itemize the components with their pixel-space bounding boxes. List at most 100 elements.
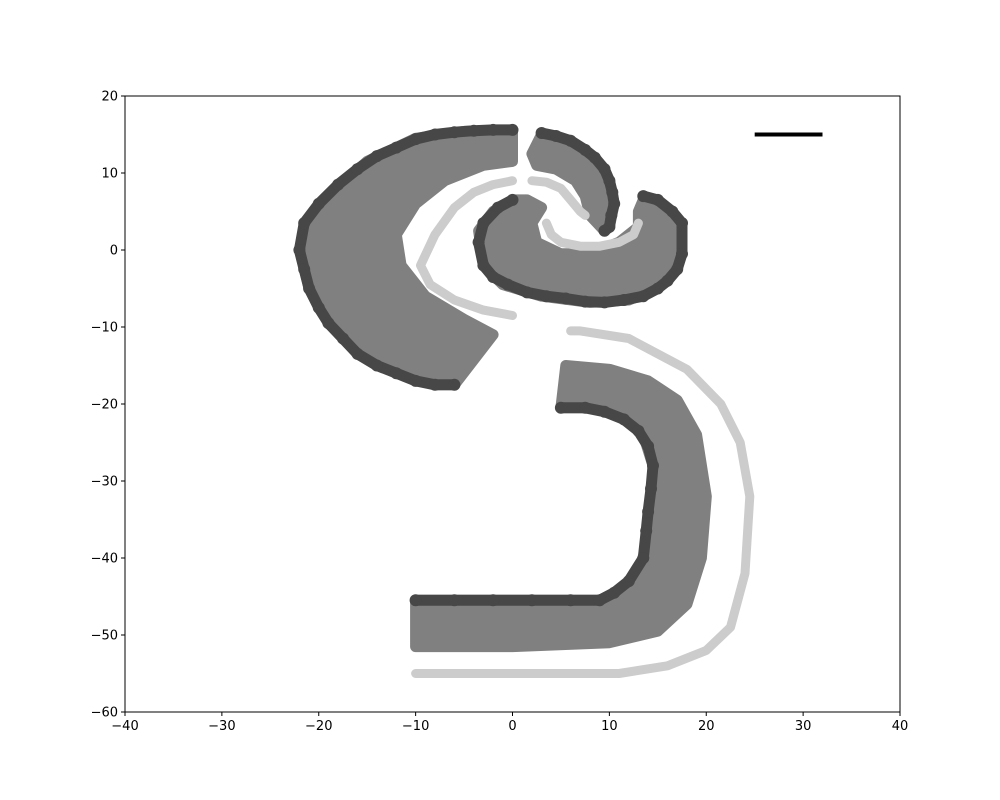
data-point bbox=[593, 594, 606, 607]
data-point bbox=[506, 193, 519, 206]
data-point bbox=[540, 290, 553, 303]
track-upper-left-arc-light-inner-track bbox=[416, 176, 517, 320]
data-point bbox=[622, 575, 635, 588]
data-point bbox=[409, 374, 422, 387]
data-point bbox=[293, 244, 306, 256]
data-point bbox=[390, 141, 403, 154]
data-point bbox=[467, 124, 480, 137]
data-point bbox=[298, 263, 311, 276]
x-tick-label: 10 bbox=[601, 719, 618, 734]
data-point bbox=[506, 123, 519, 136]
data-point bbox=[298, 217, 311, 230]
data-point bbox=[608, 197, 621, 210]
data-point bbox=[492, 201, 504, 214]
data-point bbox=[632, 424, 645, 437]
plot-area bbox=[293, 123, 823, 678]
data-point bbox=[671, 263, 684, 276]
data-point bbox=[637, 552, 650, 564]
data-point bbox=[370, 150, 383, 163]
y-tick-label: 20 bbox=[101, 90, 118, 105]
data-point bbox=[661, 274, 674, 287]
data-point bbox=[477, 259, 490, 272]
y-tick-label: −60 bbox=[91, 706, 118, 721]
data-point bbox=[448, 126, 461, 139]
data-point bbox=[554, 401, 567, 414]
y-tick-label: −20 bbox=[91, 398, 118, 413]
data-point bbox=[501, 278, 514, 291]
data-point bbox=[312, 301, 325, 314]
data-point bbox=[409, 594, 422, 607]
data-point bbox=[608, 586, 621, 599]
data-point bbox=[448, 378, 461, 391]
y-tick-label: −10 bbox=[91, 321, 118, 336]
y-tick-label: −50 bbox=[91, 629, 118, 644]
data-point bbox=[598, 163, 611, 176]
data-point bbox=[647, 459, 659, 472]
data-point bbox=[448, 594, 461, 607]
data-point bbox=[535, 127, 548, 139]
y-tick-label: 10 bbox=[101, 167, 118, 182]
data-point bbox=[651, 282, 664, 295]
x-axis: −40 −30 −20 −10 0 10 20 30 40 bbox=[111, 712, 908, 734]
data-point bbox=[487, 123, 500, 136]
x-tick-label: −40 bbox=[111, 719, 138, 734]
y-axis: 20 10 0 −10 −20 −30 −40 −50 −60 bbox=[91, 90, 125, 721]
data-point bbox=[525, 594, 538, 607]
data-point bbox=[617, 413, 630, 426]
data-point bbox=[521, 286, 533, 299]
x-tick-label: −20 bbox=[305, 719, 332, 734]
data-point bbox=[351, 163, 364, 176]
data-point bbox=[606, 186, 619, 199]
data-point bbox=[588, 151, 601, 164]
track-upper-right-small-arc-light-track bbox=[527, 176, 590, 220]
data-point bbox=[579, 295, 592, 308]
x-tick-label: −10 bbox=[402, 719, 429, 734]
data-point bbox=[579, 143, 592, 156]
data-point bbox=[429, 128, 441, 141]
data-point bbox=[617, 294, 630, 306]
data-point bbox=[642, 440, 655, 453]
data-point bbox=[640, 525, 653, 537]
data-point bbox=[645, 482, 657, 495]
data-point bbox=[337, 332, 349, 345]
data-point bbox=[322, 317, 335, 330]
data-point bbox=[472, 236, 485, 249]
track-middle-ring-dark-rim bbox=[473, 190, 688, 308]
data-point bbox=[598, 296, 611, 309]
data-point bbox=[603, 174, 616, 187]
x-tick-label: 20 bbox=[698, 719, 715, 734]
data-point bbox=[637, 290, 650, 303]
track-lower-hook-light-outer-track bbox=[411, 326, 755, 678]
data-point bbox=[550, 130, 563, 142]
x-tick-label: −30 bbox=[208, 719, 235, 734]
data-point bbox=[564, 134, 577, 147]
y-tick-label: −30 bbox=[91, 475, 118, 490]
data-point bbox=[429, 378, 441, 391]
data-point bbox=[312, 197, 325, 210]
data-point bbox=[642, 505, 655, 518]
data-point bbox=[676, 217, 688, 230]
data-point bbox=[487, 594, 500, 607]
data-point bbox=[559, 292, 572, 305]
data-point bbox=[409, 133, 422, 146]
data-point bbox=[598, 405, 611, 418]
x-tick-label: 0 bbox=[508, 719, 516, 734]
y-tick-label: 0 bbox=[110, 244, 118, 259]
data-point bbox=[477, 217, 490, 230]
data-point bbox=[303, 282, 316, 295]
data-point bbox=[390, 367, 403, 380]
data-point bbox=[351, 347, 364, 360]
x-tick-label: 40 bbox=[892, 719, 909, 734]
data-point bbox=[598, 224, 611, 237]
data-point bbox=[332, 178, 345, 191]
data-point bbox=[666, 205, 679, 218]
data-point bbox=[564, 594, 577, 607]
data-point bbox=[487, 271, 500, 283]
y-tick-label: −40 bbox=[91, 552, 118, 567]
data-point bbox=[637, 190, 650, 203]
data-point bbox=[605, 209, 618, 222]
data-point bbox=[676, 247, 688, 260]
track-middle-ring-light-inner-track bbox=[541, 218, 643, 251]
